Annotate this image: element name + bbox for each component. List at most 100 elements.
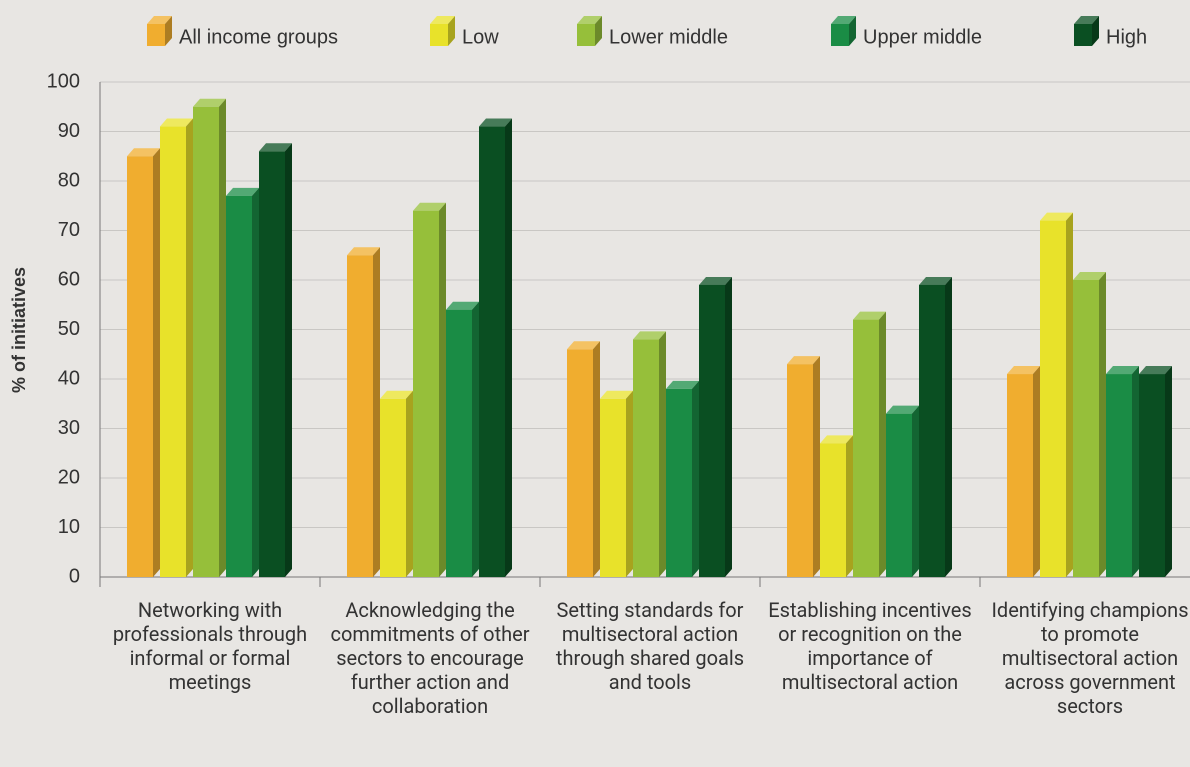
bar (226, 187, 259, 577)
bar-front (479, 126, 505, 578)
bar-front (600, 398, 626, 577)
bar (787, 356, 820, 577)
y-tick-label: 30 (58, 417, 80, 439)
bar-top (259, 143, 292, 152)
bar-front (853, 319, 879, 577)
bar-side (725, 276, 732, 577)
legend-item: Lower middle (577, 16, 728, 48)
legend-item: Upper middle (831, 16, 982, 48)
y-tick-label: 100 (47, 70, 80, 92)
bar-side (252, 187, 259, 577)
bar (699, 276, 732, 577)
bar-front (699, 284, 725, 577)
bar-top (127, 148, 160, 157)
bar (127, 148, 160, 577)
bar-top (1007, 366, 1040, 375)
bar (1106, 366, 1139, 577)
bar-side (1165, 366, 1172, 577)
bar (820, 435, 853, 577)
bar-top (1074, 16, 1099, 24)
bar (259, 143, 292, 578)
bar-top (1073, 272, 1106, 280)
bar-front (1073, 280, 1099, 577)
y-tick-label: 80 (58, 169, 80, 191)
bar-top (567, 341, 600, 350)
legend-label: Lower middle (609, 26, 728, 48)
bar-side (165, 16, 172, 46)
bar (853, 311, 886, 577)
bar-top (1106, 366, 1139, 375)
x-tick-label: Establishing incentives or recognition o… (768, 598, 972, 694)
bar (413, 202, 446, 577)
bar-front (347, 255, 373, 577)
bar-top (831, 16, 856, 24)
y-tick-label: 60 (58, 268, 80, 290)
bar-top (633, 331, 666, 340)
bar-side (1033, 366, 1040, 577)
bar-front (413, 210, 439, 577)
bar-front (160, 126, 186, 578)
y-tick-label: 10 (58, 516, 80, 538)
bar (193, 98, 226, 577)
bar-top (666, 380, 699, 389)
bar-top (479, 118, 512, 127)
bar-front (193, 106, 219, 577)
bar-front (919, 284, 945, 577)
bar-top (886, 405, 919, 414)
bar-top (1040, 212, 1073, 221)
bar (1040, 212, 1073, 577)
bar-top (430, 16, 455, 24)
bar-side (846, 435, 853, 577)
bar-front (820, 443, 846, 577)
bar-side (448, 16, 455, 46)
bar-side (505, 118, 512, 578)
bar-top (226, 187, 259, 196)
bar-top (446, 301, 479, 310)
bar-top (347, 247, 380, 256)
bar-side (406, 390, 413, 577)
bar (567, 341, 600, 577)
bar-top (1139, 366, 1172, 375)
bar-top (853, 311, 886, 320)
bar (666, 380, 699, 577)
y-tick-label: 0 (69, 565, 80, 587)
bar (479, 118, 512, 578)
y-tick-label: 50 (58, 318, 80, 340)
bar-top (600, 390, 633, 399)
legend-label: Upper middle (863, 26, 982, 48)
bar (380, 390, 413, 577)
bar-front (567, 349, 593, 577)
bar-side (1066, 212, 1073, 577)
bar-side (1099, 272, 1106, 577)
bar-side (472, 301, 479, 577)
legend-item: All income groups (147, 16, 338, 48)
bar-side (1132, 366, 1139, 577)
bar (919, 276, 952, 577)
legend-item: Low (430, 16, 499, 48)
bar-side (186, 118, 193, 578)
bar-side (659, 331, 666, 577)
bar-side (285, 143, 292, 578)
bar-front (577, 24, 595, 46)
legend-label: All income groups (179, 26, 338, 48)
bar-front (259, 151, 285, 578)
bar-side (1092, 16, 1099, 46)
x-tick-label: Networking with professionals through in… (112, 598, 308, 694)
y-tick-label: 70 (58, 219, 80, 241)
bar-top (380, 390, 413, 399)
bar-side (439, 202, 446, 577)
bar-side (626, 390, 633, 577)
bar-side (219, 98, 226, 577)
bar-side (813, 356, 820, 577)
bar-top (820, 435, 853, 444)
bar-front (831, 24, 849, 46)
bar-side (692, 380, 699, 577)
bar (446, 301, 479, 577)
legend-label: High (1106, 26, 1147, 48)
bar-side (945, 276, 952, 577)
bar-side (879, 311, 886, 577)
bar (1139, 366, 1172, 577)
bar-front (1139, 374, 1165, 577)
bar-side (153, 148, 160, 577)
